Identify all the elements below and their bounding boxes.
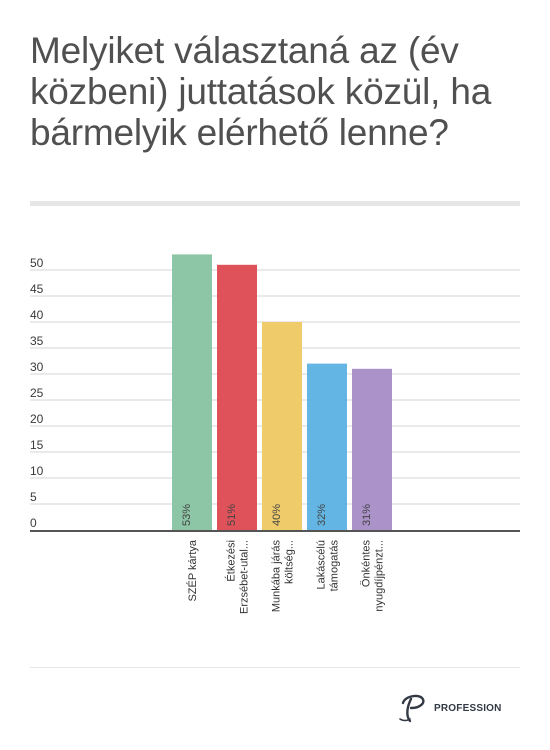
y-tick-label-10: 10: [30, 464, 44, 478]
chart-title: Melyiket választaná az (év közbeni) jutt…: [30, 30, 492, 153]
category-label-2-0: Munkába járás: [271, 540, 283, 613]
category-label-1-0: Étkezési: [225, 540, 238, 582]
data-label-1: 51%: [226, 504, 238, 526]
y-tick-label-15: 15: [30, 438, 44, 452]
data-label-3: 32%: [316, 504, 328, 526]
category-label-0-0: SZÉP kártya: [186, 539, 199, 601]
category-label-3-1: támogatás: [329, 540, 341, 592]
y-tick-label-35: 35: [30, 334, 44, 348]
y-tick-label-0: 0: [30, 516, 37, 530]
bar-chart: 0 5 10 15 20 25 30 35 40 45 50 53% 51% 40% 32% 31% SZÉ…: [30, 254, 520, 614]
footer-divider: [30, 667, 520, 668]
data-label-0: 53%: [181, 504, 193, 526]
y-tick-label-20: 20: [30, 412, 44, 426]
category-label-2-1: költség...: [284, 540, 296, 584]
y-tick-label-40: 40: [30, 308, 44, 322]
y-axis-ticks: 0 5 10 15 20 25 30 35 40 45 50: [30, 256, 44, 530]
y-tick-label-45: 45: [30, 282, 44, 296]
data-label-2: 40%: [271, 504, 283, 526]
title-divider: [30, 201, 520, 206]
category-label-3-0: Lakáscélú: [316, 540, 328, 590]
profession-logo: PROFESSION: [396, 693, 502, 723]
bar-0: [172, 254, 212, 530]
category-label-1-1: Erzsébet-utal...: [239, 540, 251, 614]
bar-3: [307, 363, 347, 530]
bars: [172, 254, 392, 530]
brand-name: PROFESSION: [434, 702, 502, 714]
y-tick-label-5: 5: [30, 490, 37, 504]
category-labels: SZÉP kártya Étkezési Erzsébet-utal... Munká…: [186, 539, 386, 614]
data-labels: 53% 51% 40% 32% 31%: [181, 504, 373, 526]
bar-4: [352, 368, 392, 530]
profession-logo-icon: [399, 694, 425, 723]
category-label-4-1: nyugdíjpénzt...: [374, 540, 386, 612]
y-tick-label-25: 25: [30, 386, 44, 400]
y-tick-label-30: 30: [30, 360, 44, 374]
bar-1: [217, 264, 257, 530]
data-label-4: 31%: [361, 504, 373, 526]
category-label-4-0: Önkéntes: [361, 540, 373, 588]
bar-2: [262, 322, 302, 530]
y-tick-label-50: 50: [30, 256, 44, 270]
